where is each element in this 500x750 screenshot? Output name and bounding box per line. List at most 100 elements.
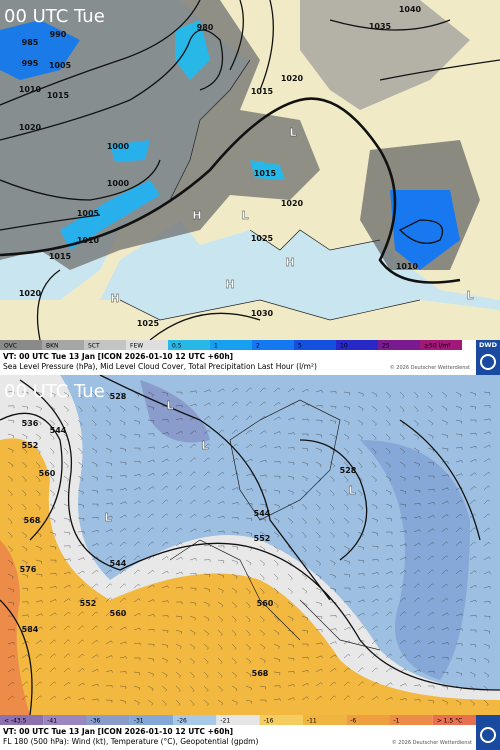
wind-barb	[119, 555, 127, 561]
wind-barb	[399, 433, 405, 441]
wind-barb	[483, 629, 491, 634]
wind-barb	[273, 559, 279, 567]
wind-barb	[63, 391, 70, 398]
wind-barb	[91, 683, 99, 687]
wind-barb	[455, 473, 463, 477]
wind-barb	[119, 641, 127, 645]
wind-barb	[343, 559, 350, 565]
wind-barb	[483, 431, 491, 435]
wind-barb	[427, 501, 435, 505]
wind-barb	[119, 419, 126, 426]
wind-barb	[483, 556, 491, 561]
legend-swatch	[168, 340, 210, 350]
wind-barb	[189, 416, 197, 421]
wind-barb	[399, 475, 406, 481]
wind-barb	[175, 657, 182, 664]
contour-label: 1040	[399, 5, 422, 14]
wind-barb	[105, 502, 113, 506]
wind-barb	[21, 461, 27, 468]
wind-barb	[329, 391, 337, 394]
map-description: Sea Level Pressure (hPa), Mid Level Clou…	[3, 362, 317, 371]
wind-barb	[49, 639, 57, 645]
wind-barb	[441, 514, 449, 519]
wind-barb	[357, 461, 363, 469]
wind-barb	[63, 639, 71, 645]
wind-barb	[357, 405, 364, 412]
contour-label: 1025	[251, 234, 274, 243]
dwd-logo: DWD	[476, 340, 500, 375]
wind-barb	[133, 569, 141, 575]
wind-barb	[245, 473, 253, 477]
wind-barb	[427, 461, 435, 466]
wind-barb	[413, 640, 421, 645]
wind-barb	[77, 517, 85, 521]
wind-barb	[287, 671, 295, 674]
wind-barb	[399, 530, 407, 534]
wind-barb	[105, 475, 113, 480]
wind-barb	[357, 599, 365, 603]
wind-barb	[245, 517, 253, 522]
wind-barb	[35, 461, 41, 469]
wind-barb	[483, 499, 491, 505]
wind-barb	[77, 391, 83, 398]
wind-barb	[231, 487, 239, 491]
wind-barb	[301, 587, 308, 594]
wind-barb	[217, 471, 225, 477]
contour-label: 1015	[251, 87, 274, 96]
wind-barb	[245, 531, 253, 536]
wind-barb	[217, 573, 225, 579]
wind-barb	[273, 615, 280, 622]
wind-barb	[371, 696, 379, 701]
wind-barb	[161, 499, 169, 505]
wind-barb	[161, 472, 169, 477]
wind-barb	[455, 628, 463, 632]
wind-barb	[133, 391, 140, 398]
wind-barb	[301, 433, 309, 437]
wind-barb	[77, 489, 84, 495]
wind-barb	[161, 513, 169, 519]
wind-barb	[203, 559, 211, 562]
wind-barb	[245, 699, 253, 704]
contour-label: 1015	[254, 169, 277, 178]
legend-swatch	[0, 715, 44, 725]
wind-barb	[315, 629, 323, 633]
wind-barb	[371, 681, 379, 687]
wind-barb	[329, 628, 337, 631]
wind-barb	[301, 601, 308, 607]
wind-barb	[105, 515, 113, 519]
wind-barb	[119, 583, 127, 589]
wind-barb	[315, 531, 321, 539]
wind-barb	[77, 668, 85, 673]
wind-barb	[49, 391, 56, 397]
wind-barb	[245, 615, 251, 623]
wind-barb	[133, 460, 141, 464]
wind-barb	[105, 433, 112, 440]
pressure-center: L	[289, 126, 296, 139]
wind-barb	[189, 657, 195, 664]
wind-barb	[105, 447, 112, 453]
wind-barb	[119, 541, 127, 547]
wind-barb	[455, 527, 463, 533]
wind-barb	[91, 625, 99, 631]
wind-barb	[7, 475, 14, 482]
wind-barb	[357, 475, 363, 483]
wind-barb	[483, 471, 491, 477]
wind-barb	[329, 601, 337, 605]
wind-barb	[483, 418, 491, 422]
contour-label: 1030	[251, 309, 274, 318]
wind-barb	[133, 657, 141, 661]
pressure-center: L	[104, 511, 111, 524]
wind-barb	[469, 419, 477, 423]
wind-barb	[315, 389, 323, 393]
wind-barb	[315, 615, 323, 620]
wind-barb	[35, 559, 43, 564]
wind-barb	[77, 544, 85, 547]
wind-barb	[301, 573, 307, 580]
wind-barb	[231, 657, 237, 665]
pressure-center: H	[225, 278, 234, 291]
wind-barb	[133, 541, 141, 547]
wind-barb	[343, 419, 350, 425]
wind-barb	[469, 699, 475, 706]
wind-barb	[287, 503, 294, 510]
